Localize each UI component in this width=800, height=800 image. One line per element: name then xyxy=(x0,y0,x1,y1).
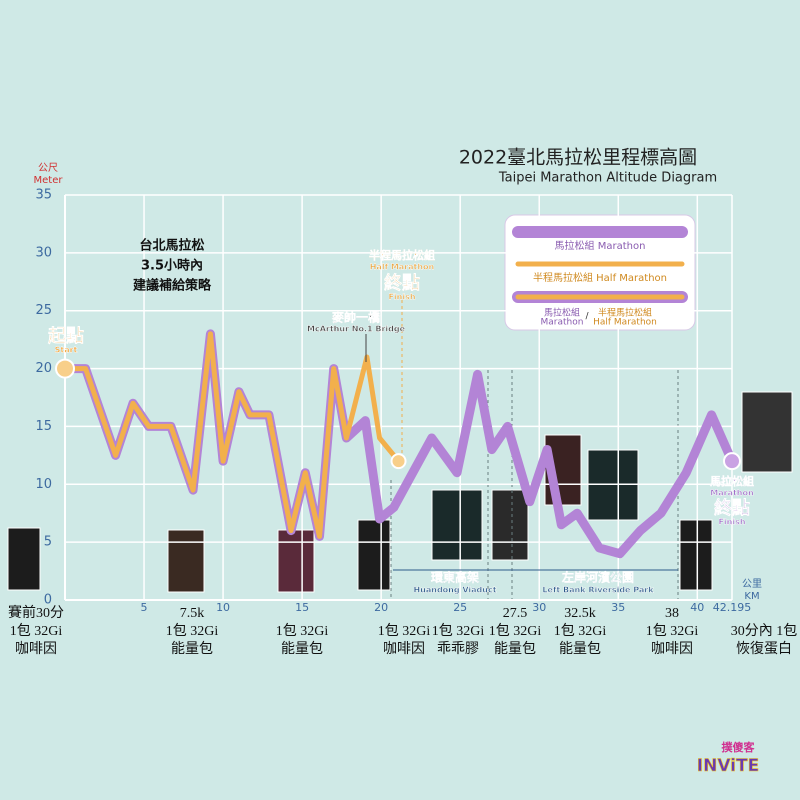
x-axis-label: KM xyxy=(744,591,759,602)
y-tick-label: 5 xyxy=(44,535,52,550)
annotation: 馬拉松組 xyxy=(710,474,754,488)
y-tick-label: 10 xyxy=(35,477,52,492)
annotation: 環東高架 xyxy=(431,570,479,585)
series-line xyxy=(65,331,401,539)
annotation: Half Marathon xyxy=(370,263,435,272)
y-tick-label: 25 xyxy=(35,303,52,318)
x-tick-label: 20 xyxy=(374,601,388,614)
finish-marker xyxy=(390,453,407,470)
note: 台北馬拉松 xyxy=(139,238,204,254)
chart-title: 2022臺北馬拉松里程標高圖 xyxy=(459,147,697,169)
annotation: Start xyxy=(55,346,78,355)
annotation: Finish xyxy=(718,518,745,527)
y-tick-label: 0 xyxy=(44,593,52,608)
annotation: Marathon xyxy=(710,489,754,498)
supply-text: 1包 32Gi xyxy=(646,623,699,639)
supply-km: 38 xyxy=(665,606,679,621)
x-axis-label: 公里 xyxy=(742,578,762,590)
annotation: Huandong Viaduct xyxy=(413,586,496,595)
y-axis-label: 公尺 xyxy=(38,162,58,174)
chart-subtitle: Taipei Marathon Altitude Diagram xyxy=(498,171,717,186)
annotation: 麥帥一橋 xyxy=(331,310,381,325)
annotation: 起點 xyxy=(47,325,84,347)
note: 建議補給策略 xyxy=(133,278,212,294)
x-tick-label: 30 xyxy=(532,601,546,614)
y-tick-label: 20 xyxy=(35,361,52,376)
supply-text: 30分內 1包 xyxy=(731,623,798,639)
legend-label: 馬拉松組 Marathon xyxy=(555,239,646,252)
annotation: Left Bank Riverside Park xyxy=(542,586,654,595)
supply-text: 恢復蛋白 xyxy=(736,640,792,657)
supply-text: 咖啡因 xyxy=(651,641,693,657)
supply-text: 乖乖膠 xyxy=(437,641,479,657)
supply-text: 賽前30分 xyxy=(8,604,64,621)
x-tick-label: 15 xyxy=(295,601,309,614)
supply-text: 1包 32Gi xyxy=(10,623,63,639)
annotation: 終點 xyxy=(384,272,420,294)
finish-marker xyxy=(723,452,741,471)
legend-label: Marathon xyxy=(541,318,584,328)
x-tick-label: 10 xyxy=(216,601,230,614)
y-axis-label: Meter xyxy=(34,175,64,186)
supply-text: 咖啡因 xyxy=(15,641,57,657)
annotation: 終點 xyxy=(714,497,750,519)
supply-km: 32.5k xyxy=(564,606,596,621)
x-tick-label: 25 xyxy=(453,601,467,614)
y-tick-label: 35 xyxy=(35,188,52,203)
supply-km: 7.5k xyxy=(180,606,205,621)
legend-label: 馬拉松組 xyxy=(544,307,580,319)
legend-label: Half Marathon xyxy=(593,318,657,328)
supply-text: 1包 32Gi xyxy=(378,623,431,639)
supply-text: 能量包 xyxy=(559,641,601,657)
supply-km: 27.5 xyxy=(503,606,528,621)
annotation: McArthur No.1 Bridge xyxy=(307,325,406,334)
logo: INViTE xyxy=(697,756,759,776)
annotation: Finish xyxy=(388,293,415,302)
supply-text: 能量包 xyxy=(281,641,323,657)
x-tick-label: 35 xyxy=(611,601,625,614)
supply-text: 1包 32Gi xyxy=(554,623,607,639)
annotation: 半程馬拉松組 xyxy=(369,248,435,262)
y-tick-label: 30 xyxy=(35,245,52,260)
logo: 撲傻客 xyxy=(722,740,756,754)
supply-text: 能量包 xyxy=(494,641,536,657)
supply-text: 能量包 xyxy=(171,641,213,657)
start-marker xyxy=(55,358,75,379)
x-tick-label: 5 xyxy=(141,601,148,614)
note: 3.5小時內 xyxy=(141,258,203,274)
supply-text: 1包 32Gi xyxy=(489,623,542,639)
legend-label: 半程馬拉松組 Half Marathon xyxy=(533,271,667,284)
y-tick-label: 15 xyxy=(35,419,52,434)
product-images xyxy=(7,391,793,593)
x-tick-label: 40 xyxy=(690,601,704,614)
legend-label: 半程馬拉松組 xyxy=(598,307,652,319)
supply-text: 1包 32Gi xyxy=(276,623,329,639)
supply-text: 咖啡因 xyxy=(383,641,425,657)
supply-text: 1包 32Gi xyxy=(166,623,219,639)
supply-text: 1包 32Gi xyxy=(432,623,485,639)
x-tick-label: 42.195 xyxy=(713,601,752,614)
annotation: 左岸河濱公園 xyxy=(561,570,634,585)
legend-label: / xyxy=(585,312,589,322)
